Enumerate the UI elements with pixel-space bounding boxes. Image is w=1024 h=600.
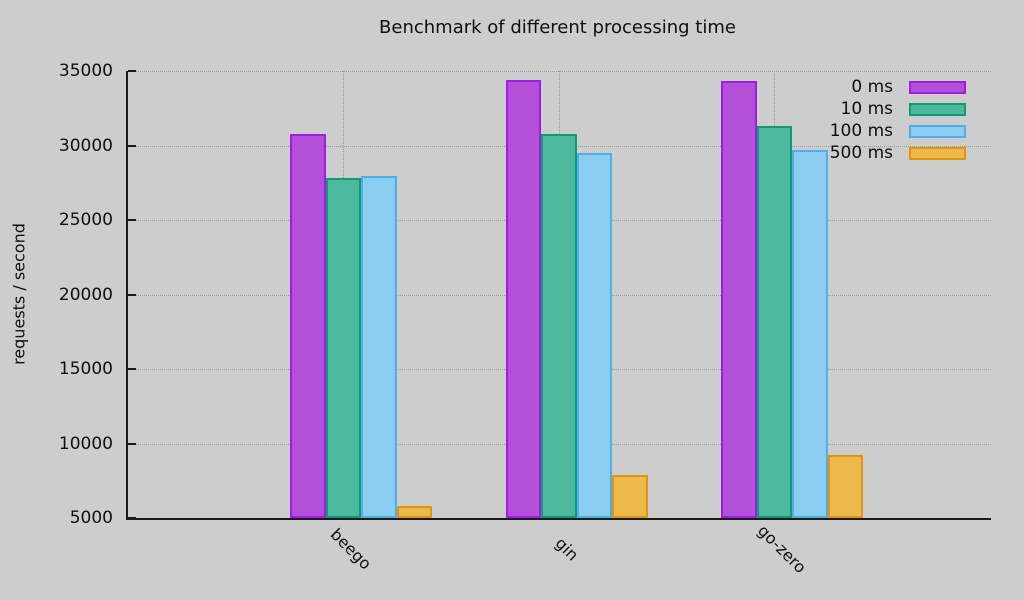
bar-gin-100ms — [576, 152, 612, 518]
y-tick-mark — [128, 219, 136, 221]
y-tick-label: 20000 — [58, 284, 113, 305]
legend-row: 100 ms — [830, 120, 966, 142]
bar-beego-0ms — [290, 134, 326, 518]
legend: 0 ms 10 ms 100 ms 500 ms — [830, 76, 966, 164]
bar-beego-10ms — [325, 178, 361, 518]
bar-go-zero-100ms — [792, 149, 828, 518]
legend-swatch — [909, 146, 966, 160]
legend-label: 0 ms — [851, 77, 893, 97]
y-tick-label: 35000 — [58, 61, 113, 81]
chart-title: Benchmark of different processing time — [379, 17, 736, 38]
y-tick-label: 30000 — [58, 135, 113, 156]
bar-beego-100ms — [361, 176, 397, 518]
legend-label: 500 ms — [829, 143, 893, 163]
y-tick-mark — [128, 442, 136, 445]
legend-swatch — [909, 124, 966, 138]
legend-label: 10 ms — [840, 99, 893, 119]
legend-swatch — [909, 80, 966, 94]
y-tick-mark — [128, 144, 136, 147]
y-tick-label: 25000 — [58, 210, 113, 230]
bar-go-zero-500ms — [827, 455, 863, 518]
y-tick-mark — [128, 70, 136, 72]
y-tick-label: 15000 — [58, 359, 113, 379]
bar-gin-500ms — [612, 474, 648, 518]
bar-go-zero-0ms — [721, 80, 757, 518]
plot-area — [126, 70, 991, 520]
legend-label: 100 ms — [829, 121, 893, 141]
bar-go-zero-10ms — [756, 126, 792, 518]
x-tick-label: gin — [551, 533, 582, 565]
y-gridline — [128, 71, 991, 72]
y-tick-mark — [128, 293, 136, 296]
y-tick-label: 5000 — [69, 508, 113, 528]
bar-gin-0ms — [505, 79, 541, 518]
legend-row: 500 ms — [830, 142, 966, 164]
y-tick-mark — [128, 517, 136, 519]
legend-row: 10 ms — [830, 98, 966, 120]
legend-row: 0 ms — [830, 76, 966, 98]
x-tick-label: go-zero — [753, 520, 811, 578]
bar-gin-10ms — [541, 133, 577, 518]
legend-swatch — [909, 102, 966, 116]
x-tick-label: beego — [326, 524, 376, 574]
y-tick-mark — [128, 368, 136, 370]
bar-beego-500ms — [396, 506, 432, 518]
y-tick-label: 10000 — [58, 433, 113, 454]
